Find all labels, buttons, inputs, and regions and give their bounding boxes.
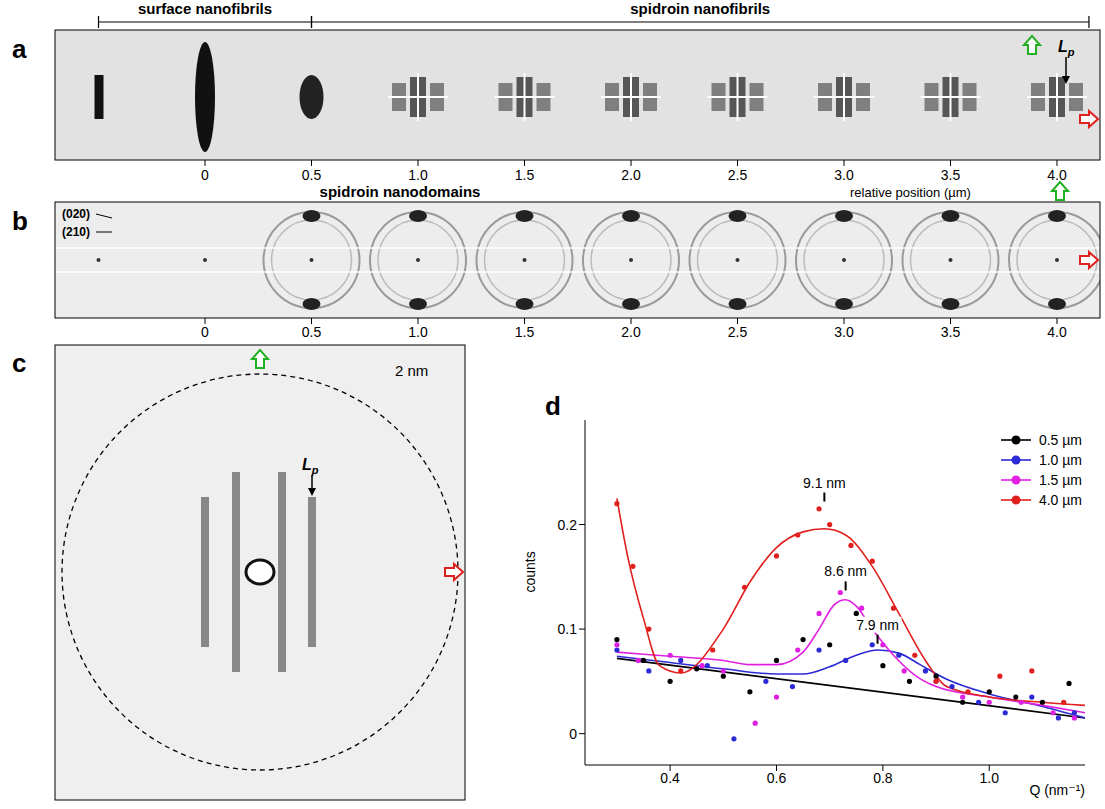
svg-text:3.0: 3.0 — [834, 324, 854, 340]
svg-text:1.0: 1.0 — [980, 770, 1000, 786]
svg-text:7.9 nm: 7.9 nm — [856, 617, 899, 633]
svg-text:surface nanofibrils: surface nanofibrils — [138, 0, 272, 17]
svg-text:0.5: 0.5 — [302, 167, 322, 183]
svg-text:(020): (020) — [62, 207, 90, 221]
svg-text:0: 0 — [569, 726, 577, 742]
html-text:4.0 µm: 4.0 µm — [1038, 492, 1082, 508]
svg-text:c: c — [12, 348, 26, 378]
svg-text:3.0: 3.0 — [834, 167, 854, 183]
svg-text:2 nm: 2 nm — [395, 362, 428, 379]
svg-text:2.0: 2.0 — [621, 324, 641, 340]
svg-text:0.2: 0.2 — [558, 517, 578, 533]
svg-text:0.5: 0.5 — [302, 324, 322, 340]
svg-text:d: d — [545, 391, 561, 421]
svg-text:1.0: 1.0 — [408, 167, 428, 183]
svg-text:Lp: Lp — [302, 456, 319, 476]
html-text:0.5 µm: 0.5 µm — [1038, 432, 1082, 448]
svg-text:4.0: 4.0 — [1047, 167, 1067, 183]
svg-text:3.5: 3.5 — [941, 167, 961, 183]
svg-text:2.5: 2.5 — [728, 167, 748, 183]
svg-text:spidroin nanodomains: spidroin nanodomains — [320, 183, 481, 200]
svg-text:(210): (210) — [62, 225, 90, 239]
svg-text:0: 0 — [201, 324, 209, 340]
svg-text:0.8: 0.8 — [873, 770, 893, 786]
svg-text:b: b — [12, 206, 28, 236]
svg-text:8.6 nm: 8.6 nm — [824, 563, 867, 579]
svg-text:0: 0 — [201, 167, 209, 183]
svg-text:spidroin nanofibrils: spidroin nanofibrils — [630, 0, 770, 17]
svg-text:2.5: 2.5 — [728, 324, 748, 340]
svg-text:relative position (µm): relative position (µm) — [850, 185, 971, 200]
svg-text:3.5: 3.5 — [941, 324, 961, 340]
svg-text:1.5: 1.5 — [515, 167, 535, 183]
svg-text:2.0: 2.0 — [621, 167, 641, 183]
svg-text:4.0: 4.0 — [1047, 324, 1067, 340]
html-text:1.0 µm: 1.0 µm — [1038, 452, 1082, 468]
html-text:1.5 µm: 1.5 µm — [1038, 472, 1082, 488]
svg-text:Lp: Lp — [1058, 38, 1075, 58]
svg-text:counts: counts — [522, 551, 538, 592]
svg-text:0.6: 0.6 — [767, 770, 787, 786]
svg-text:9.1 nm: 9.1 nm — [803, 475, 846, 491]
svg-text:1.5: 1.5 — [515, 324, 535, 340]
svg-text:a: a — [12, 34, 27, 64]
svg-text:1.0: 1.0 — [408, 324, 428, 340]
svg-text:Q (nm⁻¹): Q (nm⁻¹) — [1029, 782, 1085, 798]
svg-text:0.4: 0.4 — [660, 770, 680, 786]
svg-text:0.1: 0.1 — [558, 621, 578, 637]
